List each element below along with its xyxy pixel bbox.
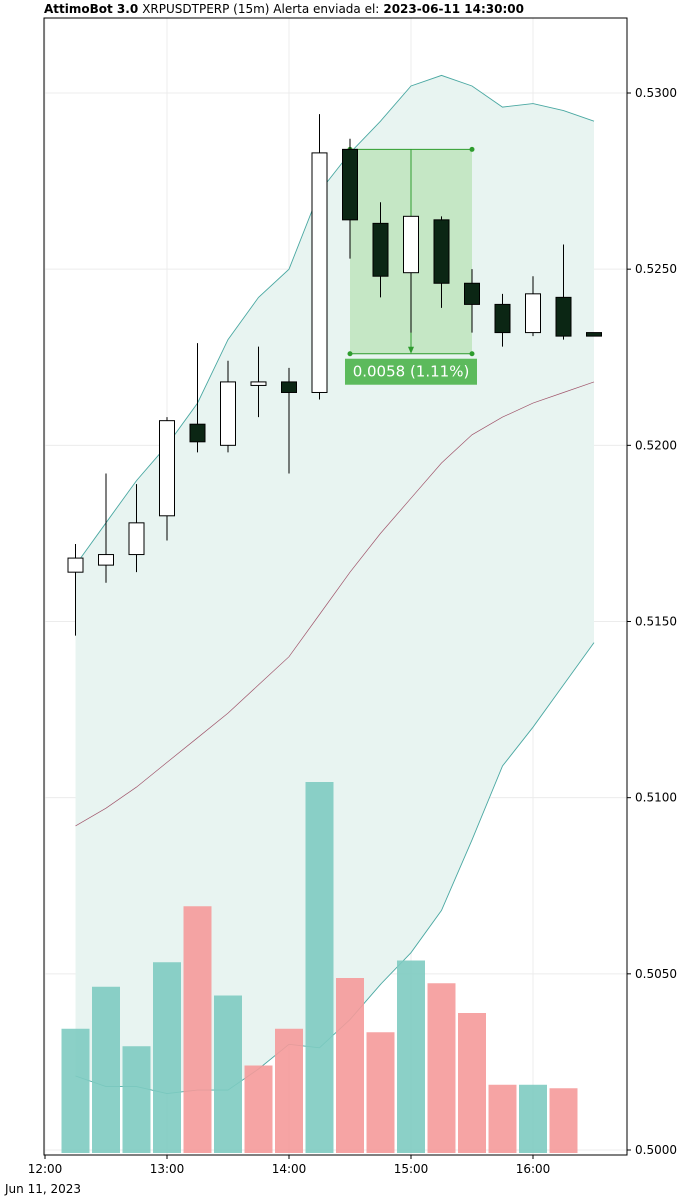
y-tick-label: 0.5250 (635, 262, 677, 276)
candlestick (98, 473, 114, 583)
candle-body (342, 148, 358, 221)
bollinger-middle-line (75, 381, 595, 827)
candlestick (67, 543, 84, 636)
y-tick-label: 0.5200 (635, 438, 677, 452)
header-pair-info: XRPUSDTPERP (15m) Alerta enviada el: (142, 2, 379, 16)
candlestick (159, 417, 175, 541)
volume-bar (92, 986, 120, 1153)
candlestick (189, 343, 206, 453)
y-tick-label: 0.5100 (635, 791, 677, 805)
volume-bar (305, 782, 334, 1153)
candlestick (311, 114, 328, 400)
candle-body (525, 293, 541, 334)
measure-handle (469, 351, 475, 357)
y-tick-label: 0.5300 (635, 86, 677, 100)
candle-body (464, 282, 480, 305)
candle-body (433, 219, 450, 284)
candle-body (220, 381, 236, 446)
candle-body (311, 152, 328, 393)
measure-label: 0.0058 (1.11%) (353, 363, 470, 381)
volume-bar (275, 1028, 303, 1153)
volume-bar (366, 1032, 395, 1153)
volume-bar (519, 1084, 547, 1153)
chart-header: AttimoBot 3.0 XRPUSDTPERP (15m) Alerta en… (44, 2, 524, 16)
candlestick (128, 484, 145, 573)
y-tick-label: 0.5150 (635, 615, 677, 629)
plot-frame (43, 17, 628, 1156)
candle-body (98, 554, 114, 566)
x-tick-label: 13:00 (150, 1162, 185, 1176)
candle-body (403, 215, 419, 274)
candle-body (586, 332, 602, 337)
candle-body (159, 420, 175, 517)
candlestick (220, 360, 236, 453)
axes: 0.5000 0.5050 0.5100 0.5150 0.5200 0.5250 0.53… (4, 86, 677, 1196)
volume-bar (61, 1028, 90, 1153)
x-tick-label: 16:00 (516, 1162, 551, 1176)
measure-arrow-head (408, 346, 414, 354)
volume-bar (244, 1065, 273, 1153)
candlestick (586, 332, 602, 337)
volume-bar (122, 1046, 151, 1153)
volume-bar (214, 995, 242, 1153)
candle-body (494, 303, 511, 334)
volume-bar (458, 1013, 486, 1153)
candle-body (250, 381, 267, 386)
volume-bars (61, 782, 578, 1153)
candlestick (464, 269, 480, 333)
measure-handle (347, 351, 353, 357)
x-tick-label: 12:00 (28, 1162, 63, 1176)
y-tick-label: 0.5000 (635, 1143, 677, 1157)
candlestick (372, 202, 389, 298)
candle-body (67, 557, 84, 573)
candlestick (403, 215, 419, 333)
volume-bar (183, 906, 212, 1153)
price-measure: 0.0058 (1.11%) (345, 146, 477, 385)
candlestick (555, 244, 572, 340)
candlestick (525, 276, 541, 337)
candle-body (372, 222, 389, 277)
bollinger-bands (75, 74, 595, 1095)
header-bot-name: AttimoBot 3.0 (44, 2, 138, 16)
volume-bar (397, 960, 425, 1153)
candle-body (281, 381, 297, 393)
candlestick (433, 216, 450, 308)
candle-body (189, 423, 206, 443)
candlestick (494, 293, 511, 347)
x-tick-label: 15:00 (394, 1162, 429, 1176)
header-timestamp: 2023-06-11 14:30:00 (383, 2, 524, 16)
x-date-label: Jun 11, 2023 (4, 1182, 81, 1196)
candlestick (342, 138, 358, 259)
volume-bar (153, 962, 181, 1153)
volume-bar (549, 1088, 578, 1153)
y-tick-label: 0.5050 (635, 967, 677, 981)
measure-handle (469, 146, 475, 152)
candlestick (250, 346, 267, 418)
measure-label-bg (345, 358, 477, 385)
bollinger-fill (75, 75, 594, 1094)
candlestick (281, 367, 297, 474)
candlesticks (67, 114, 602, 636)
candle-body (128, 522, 145, 556)
volume-bar (488, 1084, 517, 1153)
volume-bar (427, 983, 456, 1153)
volume-bar (336, 978, 364, 1153)
candle-body (555, 296, 572, 337)
x-tick-label: 14:00 (272, 1162, 307, 1176)
